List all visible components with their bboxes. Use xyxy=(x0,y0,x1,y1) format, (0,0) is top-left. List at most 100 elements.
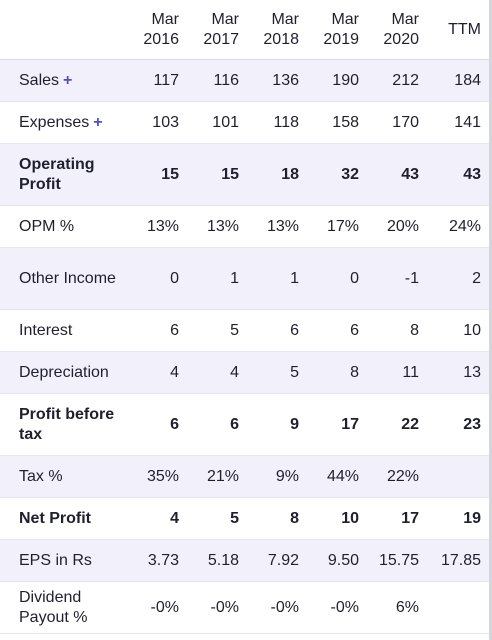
cell-value: 19 xyxy=(425,497,489,540)
row-tax: Tax % 35% 21% 9% 44% 22% xyxy=(0,455,489,498)
row-label-tax: Tax % xyxy=(0,455,125,498)
cell-value: 15.75 xyxy=(365,539,425,582)
cell-value: 17% xyxy=(305,205,365,248)
row-label-operating-profit: Operating Profit xyxy=(0,143,125,206)
cell-value: 5.18 xyxy=(185,539,245,582)
row-label-eps: EPS in Rs xyxy=(0,539,125,582)
row-eps: EPS in Rs 3.73 5.18 7.92 9.50 15.75 17.8… xyxy=(0,539,489,582)
expand-plus-icon[interactable]: + xyxy=(93,113,103,131)
cell-value: 17 xyxy=(365,497,425,540)
cell-value: 24% xyxy=(425,205,489,248)
cell-value: 4 xyxy=(125,351,185,394)
cell-value: 7.92 xyxy=(245,539,305,582)
cell-value: 170 xyxy=(365,101,425,144)
row-label-sales[interactable]: Sales + xyxy=(0,59,125,102)
row-label-profit-before-tax: Profit before tax xyxy=(0,393,125,456)
row-sales[interactable]: Sales + 117 116 136 190 212 184 xyxy=(0,59,489,102)
row-label-opm: OPM % xyxy=(0,205,125,248)
row-depreciation: Depreciation 4 4 5 8 11 13 xyxy=(0,351,489,394)
row-label-expenses[interactable]: Expenses + xyxy=(0,101,125,144)
cell-value: 13% xyxy=(245,205,305,248)
cell-value: 13% xyxy=(125,205,185,248)
cell-value: 158 xyxy=(305,101,365,144)
cell-value: 6 xyxy=(245,309,305,352)
cell-value: 17.85 xyxy=(425,539,489,582)
cell-value: 117 xyxy=(125,59,185,102)
cell-value: 20% xyxy=(365,205,425,248)
cell-value: 190 xyxy=(305,59,365,102)
cell-value: -0% xyxy=(185,581,245,634)
expand-plus-icon[interactable]: + xyxy=(63,71,73,89)
cell-value: 1 xyxy=(245,247,305,310)
cell-value: 4 xyxy=(125,497,185,540)
cell-value: 5 xyxy=(185,497,245,540)
cell-value: 11 xyxy=(365,351,425,394)
row-label-net-profit: Net Profit xyxy=(0,497,125,540)
column-header-mar-2019: Mar 2019 xyxy=(305,0,365,60)
cell-value: 0 xyxy=(125,247,185,310)
row-expenses[interactable]: Expenses + 103 101 118 158 170 141 xyxy=(0,101,489,144)
column-header-mar-2016: Mar 2016 xyxy=(125,0,185,60)
header-label-cell xyxy=(0,0,125,60)
cell-value: 8 xyxy=(245,497,305,540)
row-operating-profit: Operating Profit 15 15 18 32 43 43 xyxy=(0,143,489,206)
cell-value: 2 xyxy=(425,247,489,310)
cell-value: 8 xyxy=(365,309,425,352)
cell-value: 43 xyxy=(365,143,425,206)
cell-value: 6% xyxy=(365,581,425,634)
cell-value: -0% xyxy=(125,581,185,634)
cell-value: 136 xyxy=(245,59,305,102)
column-header-mar-2018: Mar 2018 xyxy=(245,0,305,60)
cell-value: 9 xyxy=(245,393,305,456)
row-other-income: Other Income 0 1 1 0 -1 2 xyxy=(0,247,489,310)
cell-value: 8 xyxy=(305,351,365,394)
cell-value: 6 xyxy=(125,309,185,352)
cell-value: 5 xyxy=(185,309,245,352)
row-label-interest: Interest xyxy=(0,309,125,352)
cell-value xyxy=(425,581,489,634)
cell-value: 15 xyxy=(125,143,185,206)
cell-value: 13% xyxy=(185,205,245,248)
cell-value: 9.50 xyxy=(305,539,365,582)
row-opm: OPM % 13% 13% 13% 17% 20% 24% xyxy=(0,205,489,248)
cell-value: 10 xyxy=(305,497,365,540)
cell-value: -0% xyxy=(245,581,305,634)
cell-value: 184 xyxy=(425,59,489,102)
cell-value: 0 xyxy=(305,247,365,310)
cell-value: -0% xyxy=(305,581,365,634)
cell-value: 22 xyxy=(365,393,425,456)
cell-value: 10 xyxy=(425,309,489,352)
column-header-mar-2017: Mar 2017 xyxy=(185,0,245,60)
cell-value: 3.73 xyxy=(125,539,185,582)
cell-value: 21% xyxy=(185,455,245,498)
cell-value: 6 xyxy=(185,393,245,456)
cell-value: 141 xyxy=(425,101,489,144)
cell-value: 18 xyxy=(245,143,305,206)
cell-value: 32 xyxy=(305,143,365,206)
column-header-ttm: TTM xyxy=(425,0,489,60)
scroll-edge xyxy=(489,0,492,640)
row-label-dividend-payout: Dividend Payout % xyxy=(0,581,125,634)
row-dividend-payout: Dividend Payout % -0% -0% -0% -0% 6% xyxy=(0,581,489,634)
cell-value: 13 xyxy=(425,351,489,394)
column-header-mar-2020: Mar 2020 xyxy=(365,0,425,60)
cell-value: 6 xyxy=(305,309,365,352)
cell-value: 43 xyxy=(425,143,489,206)
cell-value: -1 xyxy=(365,247,425,310)
row-label-other-income: Other Income xyxy=(0,247,125,310)
cell-value: 22% xyxy=(365,455,425,498)
row-profit-before-tax: Profit before tax 6 6 9 17 22 23 xyxy=(0,393,489,456)
cell-value: 101 xyxy=(185,101,245,144)
cell-value xyxy=(425,455,489,498)
table-header-row: Mar 2016 Mar 2017 Mar 2018 Mar 2019 Mar 2020 … xyxy=(0,0,489,60)
cell-value: 212 xyxy=(365,59,425,102)
row-label-depreciation: Depreciation xyxy=(0,351,125,394)
row-interest: Interest 6 5 6 6 8 10 xyxy=(0,309,489,352)
cell-value: 15 xyxy=(185,143,245,206)
cell-value: 103 xyxy=(125,101,185,144)
cell-value: 44% xyxy=(305,455,365,498)
cell-value: 5 xyxy=(245,351,305,394)
row-net-profit: Net Profit 4 5 8 10 17 19 xyxy=(0,497,489,540)
cell-value: 17 xyxy=(305,393,365,456)
